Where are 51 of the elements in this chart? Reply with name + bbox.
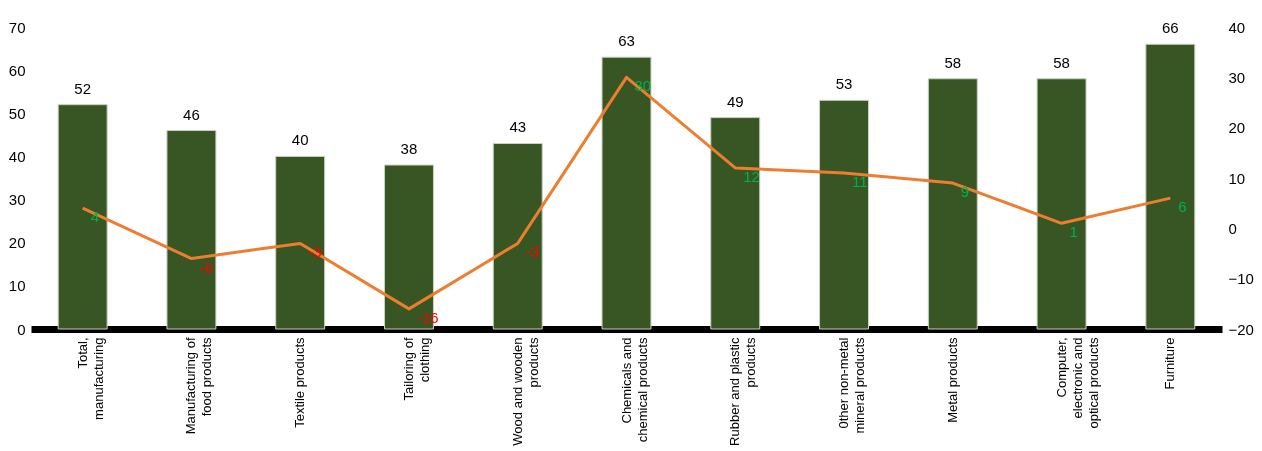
data-label: 11 <box>852 172 868 190</box>
data-label: 66 <box>1161 19 1179 37</box>
y-tick-label: 10 <box>8 277 26 295</box>
y2-tick-label: 20 <box>1228 119 1246 137</box>
y2-tick-label: 30 <box>1228 68 1246 86</box>
data-label: 49 <box>726 92 744 110</box>
bar <box>819 99 870 330</box>
bar <box>927 78 978 330</box>
data-label: 38 <box>400 140 418 158</box>
x-tick-label: Metal products <box>944 337 960 423</box>
y2-tick-label: −20 <box>1228 320 1254 338</box>
y2-tick-label: 0 <box>1228 219 1237 237</box>
data-label: 40 <box>291 131 309 149</box>
x-tick-label: Computer, electronic and optical products <box>1053 337 1101 429</box>
data-label: 53 <box>835 75 853 93</box>
x-tick-label: Furniture <box>1162 337 1178 390</box>
data-label: 43 <box>509 118 527 136</box>
x-tick-label: Total, manufacturing <box>74 337 106 420</box>
bar <box>1036 78 1087 330</box>
bar <box>57 104 108 330</box>
data-label: 6 <box>1178 198 1187 216</box>
data-label: 52 <box>74 79 92 97</box>
data-label: 58 <box>1053 53 1070 71</box>
y-tick-label: 70 <box>8 18 26 36</box>
data-label: -6 <box>199 258 213 276</box>
x-tick-label: Rubber and plastic products <box>727 337 759 446</box>
bar <box>492 142 543 330</box>
data-label: 46 <box>183 105 200 123</box>
x-tick-label: Wood and wooden products <box>509 337 541 446</box>
x-tick-label: Manufacturing of food products <box>183 337 215 435</box>
y2-tick-label: 10 <box>1228 169 1246 187</box>
y2-tick-label: −10 <box>1228 270 1254 288</box>
bar <box>166 130 217 330</box>
y2-tick-label: 40 <box>1228 18 1246 36</box>
data-label: 12 <box>743 167 760 185</box>
y-tick-label: 50 <box>8 104 26 122</box>
bar <box>1145 43 1196 330</box>
bar <box>275 155 326 330</box>
y-tick-label: 60 <box>8 61 26 79</box>
bar <box>710 117 761 330</box>
data-label: -3 <box>525 243 540 261</box>
x-tick-label: Tailoring of clothing <box>400 337 432 401</box>
y-tick-label: 40 <box>8 147 26 165</box>
x-tick-label: Textile products <box>292 337 308 428</box>
data-label: 58 <box>944 53 962 71</box>
data-label: 63 <box>618 32 635 50</box>
y-tick-label: 20 <box>8 234 26 252</box>
y-tick-label: 30 <box>8 191 26 209</box>
bar <box>601 56 652 330</box>
data-label: 1 <box>1069 223 1078 241</box>
y-tick-label: 0 <box>17 320 26 338</box>
